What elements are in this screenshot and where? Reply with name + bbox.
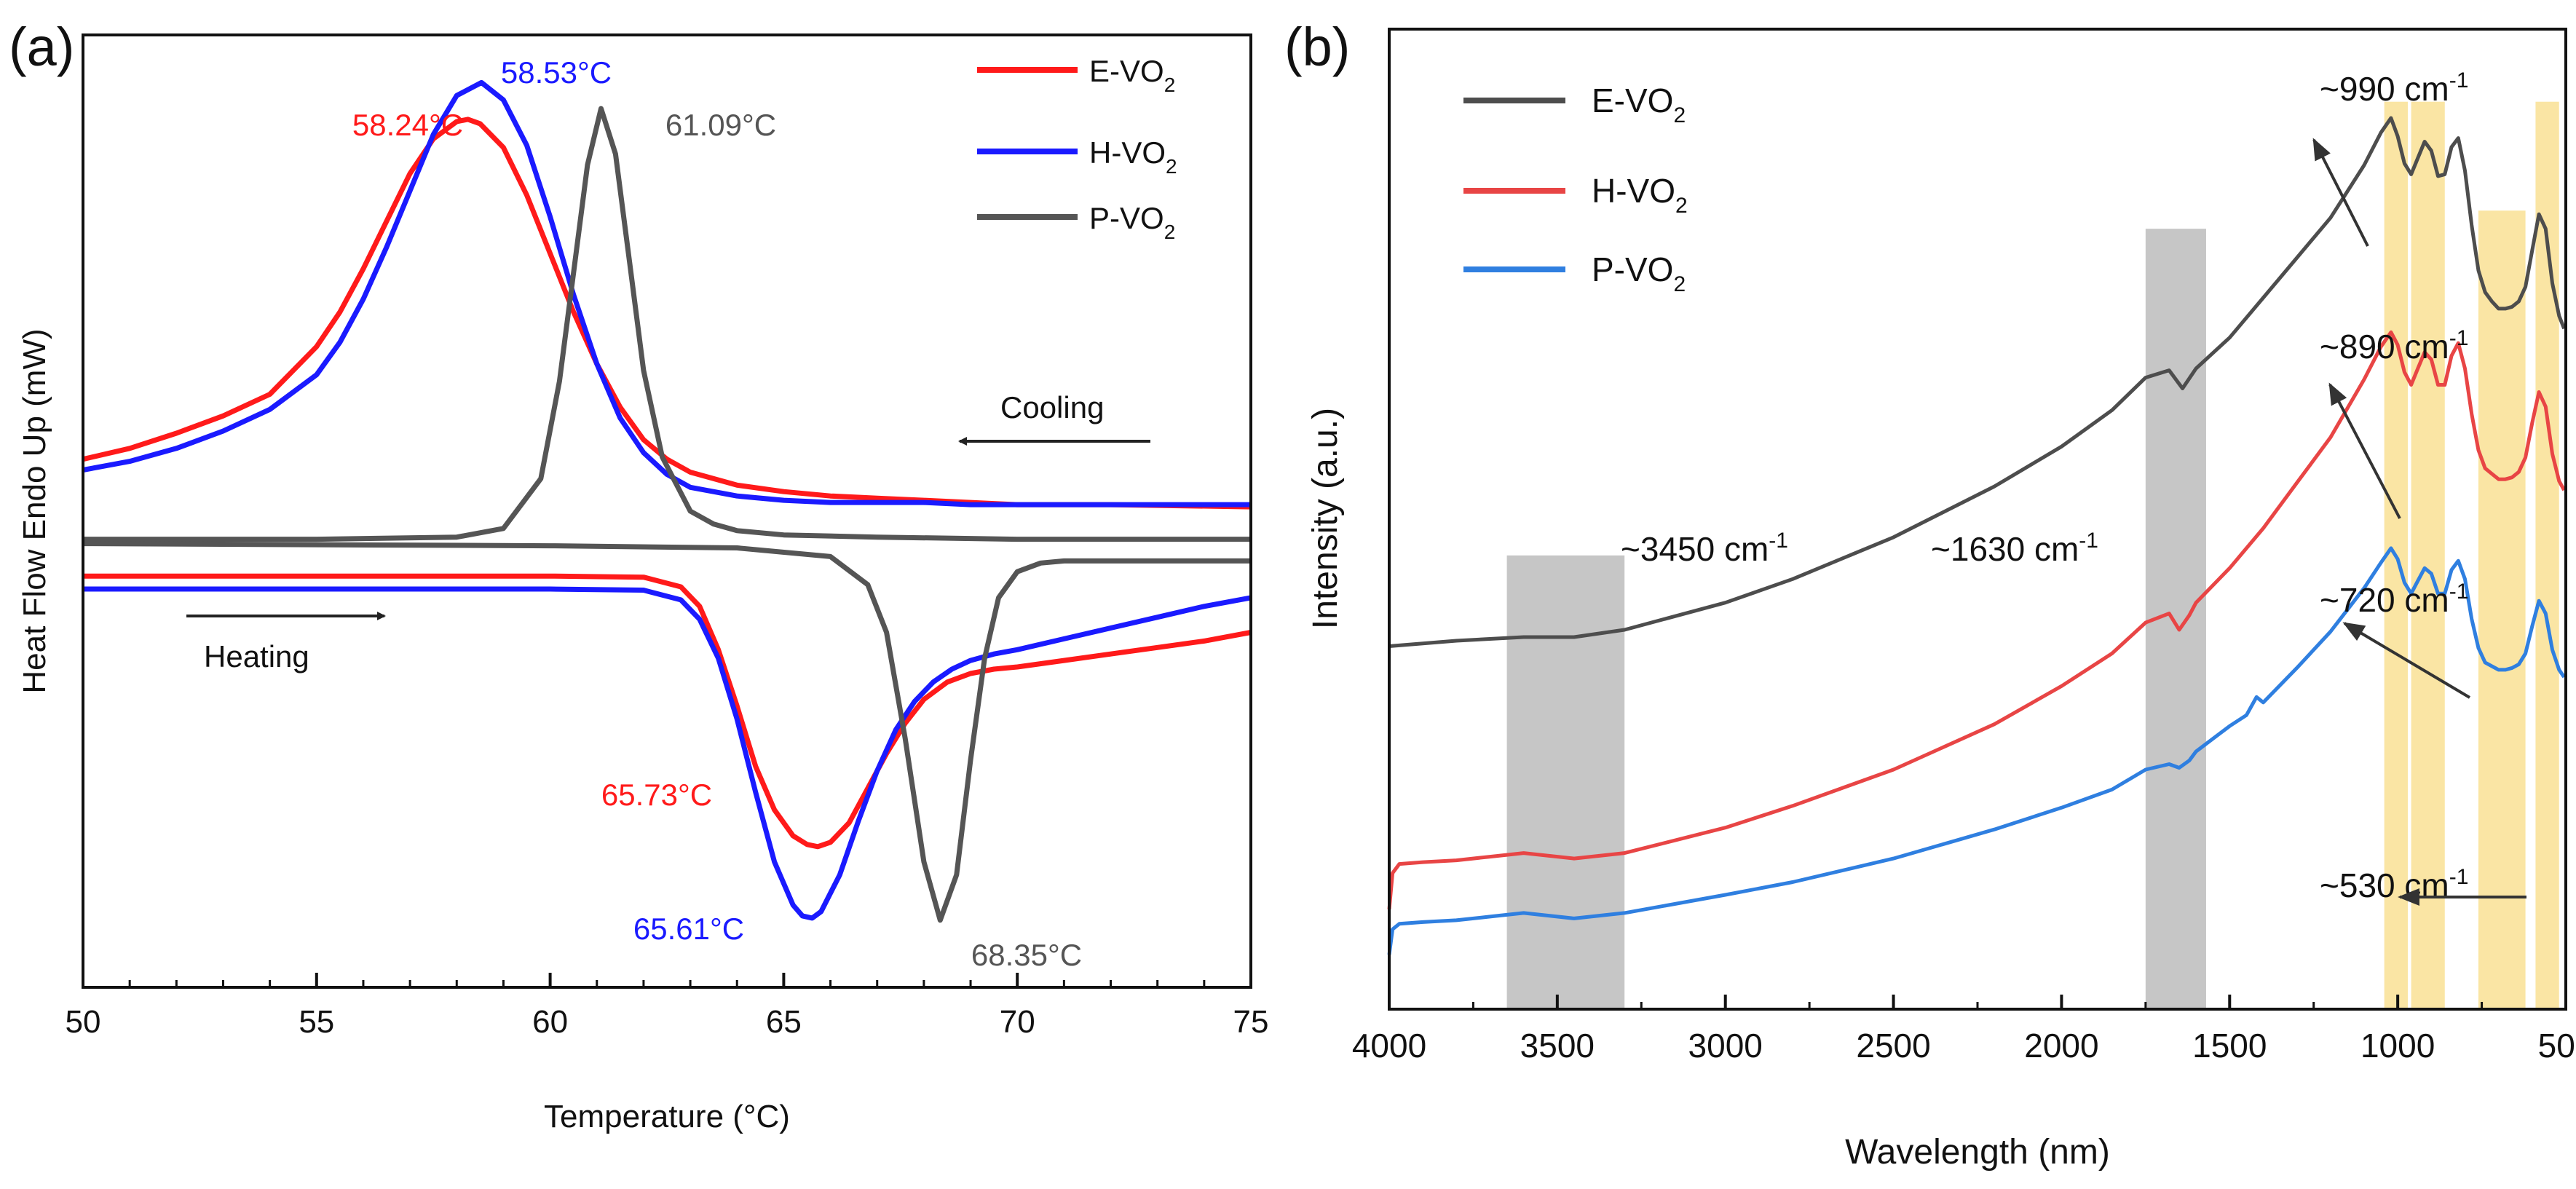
x-tick-label-55: 55 [299,1004,334,1040]
x-tick-label-3000: 3000 [1688,1027,1763,1064]
peak-label-p-vo2-cooling: 61.09°C [665,108,776,142]
series-line-h-vo2-heating [83,586,1252,921]
arrow-720 [2342,622,2471,699]
series-line-e-vo2-heating [83,573,1252,850]
panel-b-label: (b) [1284,17,1350,77]
x-tick-label-1500: 1500 [2192,1027,2267,1064]
x-tick-label-4000: 4000 [1352,1027,1426,1064]
band--3450-cm [1506,555,1625,1009]
peak-label-h-vo2-heating: 65.61°C [633,912,744,946]
legend-a-e-vo2-label: E-VO2 [1089,54,1175,96]
annotation-heating: Heating [204,639,309,673]
panel-b: (b) 4000 3500 3000 2500 2000 1500 1000 500 Wave… [1284,17,2576,1172]
legend-a-p-vo2-label: P-VO2 [1089,201,1175,243]
panel-b-legend: E-VO2 H-VO2 P-VO2 [1463,82,1688,296]
annotation-cooling: Cooling [1000,390,1104,424]
series-line-h-vo2-cooling [82,79,1251,507]
band-label-720: ~720 cm-1 [2320,580,2468,619]
series-line-p-vo2-cooling [83,106,1251,542]
legend-b-h-vo2-label: H-VO2 [1592,172,1688,218]
series-line-e-vo2-cooling [82,116,1252,510]
panel-a-legend: E-VO2 H-VO2 P-VO2 [977,54,1177,243]
panel-a: (a) 50 55 60 65 70 75 Temperature (°C) Heat F… [9,17,1268,1134]
legend-b-p-vo2-label: P-VO2 [1592,250,1686,296]
panel-a-y-axis-label: Heat Flow Endo Up (mW) [17,328,52,693]
panel-a-axes-frame [82,33,1252,989]
peak-label-e-vo2-heating: 65.73°C [601,778,712,812]
panel-b-x-axis-label: Wavelength (nm) [1845,1133,2110,1172]
band-label-3450: ~3450 cm-1 [1621,529,1788,568]
x-tick-label-3500: 3500 [1520,1027,1595,1064]
x-tick-label-2500: 2500 [1856,1027,1930,1064]
peak-label-h-vo2-cooling: 58.53°C [501,55,612,90]
band--890-cm [2411,101,2445,1009]
band-label-1630: ~1630 cm-1 [1931,529,2098,568]
series-line-e-vo2 [1388,116,2567,648]
x-tick-label-75: 75 [1233,1004,1269,1040]
x-tick-label-2000: 2000 [2024,1027,2098,1064]
x-tick-label-1000: 1000 [2360,1027,2435,1064]
peak-label-p-vo2-heating: 68.35°C [971,938,1082,972]
band-label-890: ~890 cm-1 [2320,326,2468,366]
x-tick-label-500: 500 [2538,1027,2576,1064]
legend-b-e-vo2-label: E-VO2 [1592,82,1686,127]
x-tick-label-60: 60 [532,1004,568,1040]
x-tick-label-50: 50 [66,1004,101,1040]
panel-a-x-axis-label: Temperature (°C) [544,1099,790,1134]
panel-b-y-axis-label: Intensity (a.u.) [1306,408,1345,629]
band--720-cm [2478,210,2526,1009]
legend-a-h-vo2-label: H-VO2 [1089,135,1177,178]
series-line-h-vo2 [1387,330,2566,910]
panel-a-label: (a) [9,17,74,77]
series-line-p-vo2 [1387,546,2566,955]
peak-label-e-vo2-cooling: 58.24°C [352,108,463,142]
series-line-p-vo2-heating [82,541,1251,923]
arrow-990 [2312,138,2369,247]
x-tick-label-65: 65 [766,1004,802,1040]
band-label-990: ~990 cm-1 [2320,68,2468,108]
x-tick-label-70: 70 [1000,1004,1035,1040]
arrow-890 [2328,382,2401,519]
